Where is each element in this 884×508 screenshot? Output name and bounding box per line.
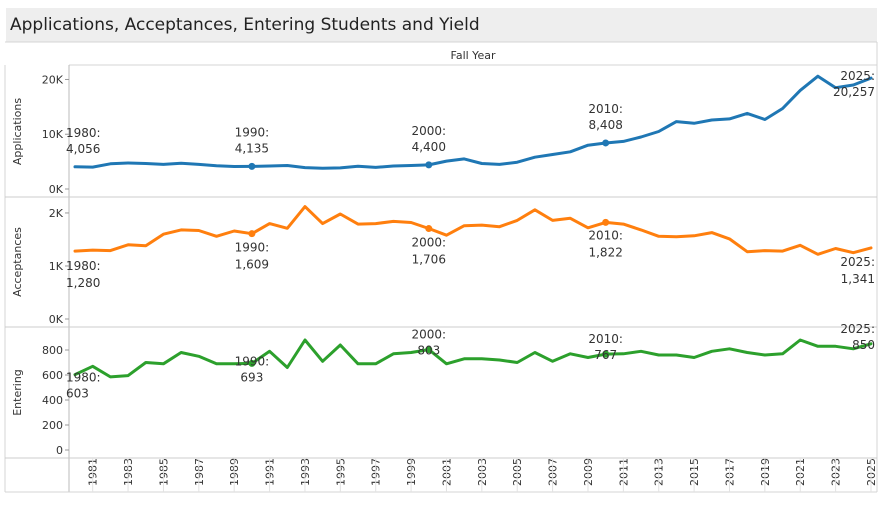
entering-marker-1990 (248, 359, 256, 367)
acceptances-annotation-value-2025: 1,341 (841, 272, 875, 286)
applications-annotation-value-2010: 8,408 (588, 118, 622, 132)
acceptances-tick-label: 1K (49, 260, 64, 273)
applications-annotation-value-1980: 4,056 (66, 142, 100, 156)
applications-annotation-year-2025: 2025: (840, 69, 875, 83)
applications-annotation-year-1990: 1990: (235, 125, 270, 139)
entering-annotation-value-2025: 850 (852, 338, 875, 352)
entering-annotation-year-2000: 2000: (411, 328, 446, 342)
applications-annotation-year-2010: 2010: (588, 102, 623, 116)
acceptances-annotation-year-1990: 1990: (235, 241, 270, 255)
chart-title: Applications, Acceptances, Entering Stud… (10, 15, 480, 35)
acceptances-marker-2000 (425, 225, 433, 233)
entering-tick-label: 800 (42, 344, 63, 357)
acceptances-annotation-value-2010: 1,822 (588, 245, 622, 259)
entering-axis-title: Entering (11, 369, 24, 416)
applications-series-line (73, 74, 873, 170)
entering-annotation-year-1990: 1990: (235, 354, 270, 368)
acceptances-annotation-value-1980: 1,280 (66, 276, 100, 290)
applications-tick-label: 0K (49, 183, 64, 196)
applications-annotation-year-2000: 2000: (411, 124, 446, 138)
entering-annotation-value-2000: 803 (417, 344, 440, 358)
title-bar: Applications, Acceptances, Entering Stud… (6, 8, 877, 42)
entering-tick-label: 0 (56, 444, 63, 457)
acceptances-annotation-year-2025: 2025: (840, 255, 875, 269)
acceptances-marker-2010 (602, 218, 610, 226)
acceptances-annotation-year-1980: 1980: (66, 259, 101, 273)
acceptances-marker-1990 (248, 230, 256, 238)
entering-annotation-year-1980: 1980: (66, 371, 101, 385)
applications-marker-1990 (248, 162, 256, 170)
applications-marker-2000 (425, 161, 433, 169)
acceptances-annotation-year-2000: 2000: (411, 236, 446, 250)
entering-annotation-value-1990: 693 (240, 370, 263, 384)
applications-annotation-value-2000: 4,400 (412, 140, 446, 154)
applications-tick-label: 20K (42, 73, 64, 86)
applications-annotation-year-1980: 1980: (66, 126, 101, 140)
applications-annotation-value-1990: 4,135 (235, 141, 269, 155)
entering-tick-label: 400 (42, 394, 63, 407)
entering-series-line (73, 338, 873, 379)
entering-tick-label: 200 (42, 419, 63, 432)
acceptances-series-line (73, 205, 873, 256)
applications-axis-title: Applications (11, 98, 24, 165)
entering-annotation-value-1980: 603 (66, 387, 89, 401)
acceptances-tick-label: 2K (49, 207, 64, 220)
entering-annotation-value-2010: 767 (594, 348, 617, 362)
applications-tick-label: 10K (42, 128, 64, 141)
acceptances-annotation-value-1990: 1,609 (235, 258, 269, 272)
acceptances-tick-label: 0K (49, 313, 64, 326)
applications-annotation-value-2025: 20,257 (833, 85, 875, 99)
entering-marker-2000 (425, 346, 433, 354)
entering-marker-2010 (602, 350, 610, 358)
entering-annotation-year-2025: 2025: (840, 322, 875, 336)
column-header: Fall Year (451, 49, 496, 62)
entering-annotation-year-2010: 2010: (588, 332, 623, 346)
applications-marker-2010 (602, 139, 610, 147)
acceptances-axis-title: Acceptances (11, 227, 24, 297)
acceptances-annotation-year-2010: 2010: (588, 228, 623, 242)
acceptances-annotation-value-2000: 1,706 (412, 253, 446, 267)
entering-tick-label: 600 (42, 369, 63, 382)
